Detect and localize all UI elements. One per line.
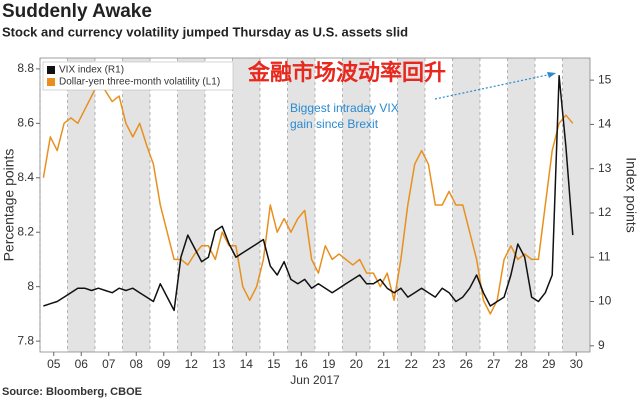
x-tick-label: 20 [350, 357, 364, 371]
annotation: Biggest intraday VIX [290, 101, 399, 115]
y2-axis-title: Index points [623, 157, 639, 233]
x-tick-label: 13 [212, 357, 226, 371]
legend-swatch [47, 66, 55, 74]
x-tick-label: 12 [185, 357, 199, 371]
y-tick-label: 7.8 [17, 333, 34, 347]
legend-swatch [47, 78, 55, 86]
x-tick-label: 09 [157, 357, 171, 371]
x-tick-label: 06 [75, 357, 89, 371]
series-line [43, 74, 574, 312]
y2-tick-label: 10 [598, 294, 612, 308]
legend-label: VIX index (R1) [59, 65, 124, 76]
x-tick-label: 29 [542, 357, 556, 371]
x-tick-label: 30 [570, 357, 584, 371]
y-tick-label: 8.2 [17, 224, 34, 238]
x-tick-label: 15 [267, 357, 281, 371]
y-tick-label: 8.4 [17, 170, 34, 184]
x-tick-label: 28 [515, 357, 529, 371]
legend-label: Dollar-yen three-month volatility (L1) [59, 77, 220, 88]
y2-tick-label: 11 [598, 249, 611, 263]
plot-frame [39, 57, 591, 353]
series-line [42, 81, 574, 315]
x-tick-label: 22 [405, 357, 419, 371]
x-tick-label: 27 [487, 357, 501, 371]
overlay-text: 金融市场波动率回升 [247, 60, 446, 85]
day-band [122, 58, 150, 352]
day-band [562, 58, 590, 352]
y2-tick-label: 14 [598, 117, 612, 131]
y-tick-label: 8.8 [17, 61, 34, 75]
day-band [397, 58, 425, 352]
day-band [232, 58, 260, 352]
day-band [507, 58, 535, 352]
day-band [287, 58, 315, 352]
x-tick-label: 26 [460, 357, 474, 371]
x-tick-label: 23 [432, 357, 446, 371]
annotation-arrowhead [547, 72, 556, 78]
y2-tick-label: 13 [598, 161, 612, 175]
x-tick-label: 07 [102, 357, 116, 371]
source: Source: Bloomberg, CBOE [2, 386, 142, 398]
y2-tick-label: 12 [598, 205, 612, 219]
day-band [67, 58, 95, 352]
annotation: gain since Brexit [290, 117, 379, 131]
x-tick-label: 14 [240, 357, 254, 371]
y-tick-label: 8.6 [17, 116, 34, 130]
x-tick-label: 19 [322, 357, 336, 371]
x-tick-label: 05 [47, 357, 61, 371]
day-band [342, 58, 370, 352]
x-axis-title: Jun 2017 [290, 373, 340, 387]
x-tick-label: 21 [377, 357, 391, 371]
y-axis-title: Percentage points [1, 149, 17, 262]
x-tick-label: 16 [295, 357, 309, 371]
y2-tick-label: 15 [598, 72, 612, 86]
chart-subtitle: Stock and currency volatility jumped Thu… [2, 24, 408, 39]
chart-title: Suddenly Awake [2, 1, 152, 22]
day-band [177, 58, 205, 352]
y-tick-label: 8 [27, 279, 34, 293]
legend-box [42, 61, 234, 91]
y2-tick-label: 9 [598, 338, 605, 352]
x-tick-label: 08 [130, 357, 144, 371]
